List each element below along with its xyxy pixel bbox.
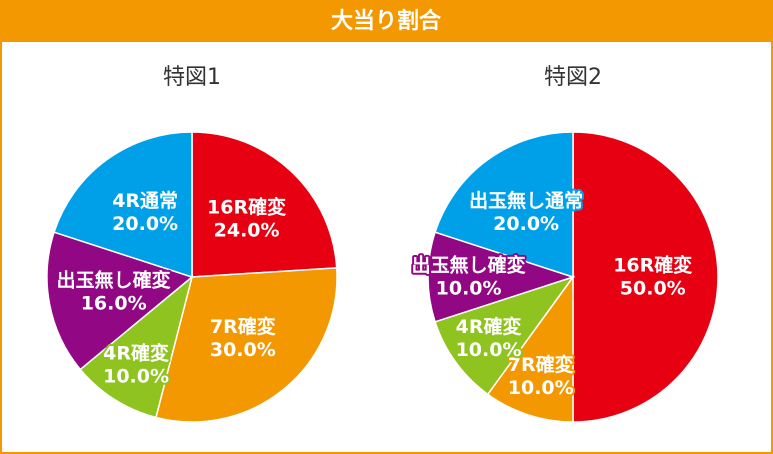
header-title: 大当り割合 bbox=[331, 8, 442, 34]
pie-slice bbox=[79, 274, 194, 419]
slice-value-label: 10.0% bbox=[508, 377, 574, 399]
slice-value-label: 20.0% bbox=[493, 213, 559, 235]
slice-value-label: 30.0% bbox=[210, 339, 276, 361]
slice-label: 出玉無し通常 bbox=[469, 189, 583, 212]
pie-slice bbox=[155, 267, 338, 423]
slice-value-label: 10.0% bbox=[103, 366, 169, 388]
slice-label: 4R確変 bbox=[103, 342, 169, 365]
pie-slice bbox=[486, 274, 574, 423]
pie-slice bbox=[46, 231, 194, 371]
slice-label: 16R確変 bbox=[207, 195, 286, 218]
pie-title: 特図2 bbox=[544, 65, 602, 90]
pie-slice bbox=[191, 131, 338, 278]
slice-label: 4R確変 bbox=[456, 315, 522, 338]
pie-slice bbox=[427, 231, 576, 323]
pie-title: 特図1 bbox=[163, 65, 221, 90]
pie-slice bbox=[434, 131, 574, 279]
slice-label: 4R通常 bbox=[112, 189, 178, 212]
slice-label: 16R確変 bbox=[613, 254, 692, 277]
slice-label: 7R確変 bbox=[508, 353, 574, 376]
header-bar bbox=[0, 0, 773, 42]
pie-slice bbox=[53, 131, 193, 279]
slice-value-label: 10.0% bbox=[436, 278, 502, 300]
slice-value-label: 16.0% bbox=[81, 292, 147, 314]
slice-label: 出玉無し確変 bbox=[412, 254, 526, 277]
pie-slice bbox=[434, 275, 575, 396]
slice-value-label: 50.0% bbox=[620, 278, 686, 300]
slice-value-label: 20.0% bbox=[112, 213, 178, 235]
pie-slice bbox=[572, 131, 719, 423]
slice-value-label: 10.0% bbox=[456, 339, 522, 361]
slice-label: 出玉無し確変 bbox=[57, 268, 171, 291]
slice-label: 7R確変 bbox=[210, 315, 276, 338]
slice-value-label: 24.0% bbox=[214, 219, 280, 241]
